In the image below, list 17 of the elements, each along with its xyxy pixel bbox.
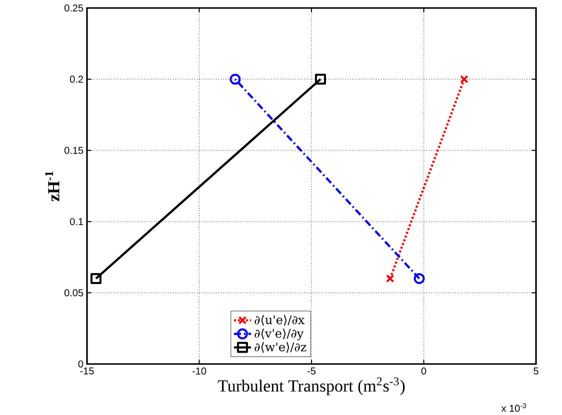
x-tick-label: -15 — [80, 368, 94, 374]
text: x 10$^{-3}$ — [501, 403, 526, 412]
y-tick-label: 0.15 — [64, 146, 84, 154]
x-tick-label: 5 — [534, 368, 538, 374]
x-tick-label: 0 — [421, 368, 426, 375]
legend-label: ∂⟨u'e⟩/∂x — [254, 315, 304, 326]
x-tick-label: -5 — [308, 368, 316, 374]
legend-label: ∂⟨v'e⟩/∂y — [254, 328, 304, 340]
y-tick-label: 0.25 — [64, 4, 84, 12]
y-tick-label: 0 — [78, 360, 84, 368]
y-tick-label: 0.2 — [70, 76, 83, 83]
legend-label: ∂⟨w'e⟩/∂z — [254, 342, 306, 353]
y-axis-title: zH$^{-1}$ — [45, 172, 60, 202]
x-axis-title: Turbulent Transport (m$^{2}$s$^{-3}$) — [218, 377, 405, 396]
x-tick-label: -10 — [192, 368, 206, 375]
y-tick-label: 0.05 — [64, 289, 84, 296]
y-tick-label: 0.1 — [70, 218, 84, 226]
